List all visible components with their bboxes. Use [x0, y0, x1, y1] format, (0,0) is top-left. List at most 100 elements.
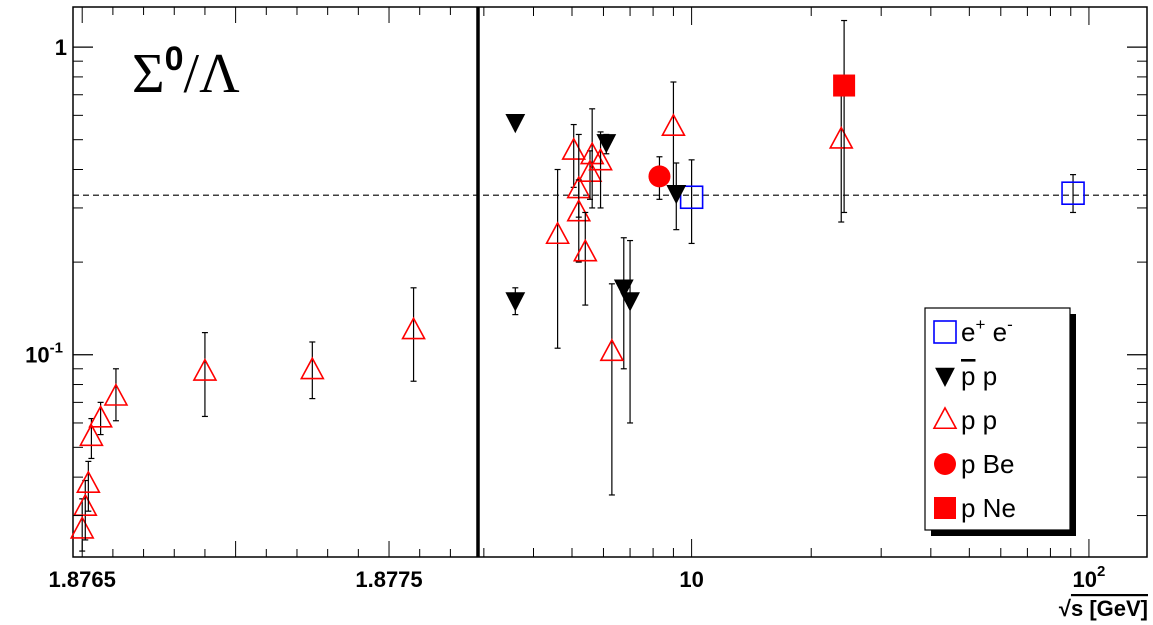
marker-filled-triangle-down: [596, 134, 617, 154]
marker-open-square: [933, 320, 957, 344]
series-pNe: [833, 19, 856, 214]
series-ee: [679, 159, 1085, 245]
x-tick-base: 10: [1073, 567, 1097, 592]
marker-filled-triangle-down: [935, 367, 955, 387]
marker-filled-triangle-down: [666, 184, 687, 205]
marker-open-triangle: [545, 221, 570, 245]
y-tick-label-1: 1: [55, 35, 67, 60]
legend-label-part: e: [985, 317, 1007, 347]
marker-open-triangle: [299, 356, 325, 380]
legend-box: [924, 307, 1071, 531]
data-point: [666, 162, 687, 231]
marker-filled-square: [833, 74, 856, 97]
legend-label-part: p: [961, 361, 975, 391]
legend-label-sup: -: [1007, 315, 1013, 334]
y-tick-label-0.1: 10-1: [25, 340, 63, 368]
marker-filled-triangle-down: [620, 292, 640, 312]
marker-open-triangle: [401, 316, 426, 340]
chart-title: Σ0/Λ: [132, 40, 240, 105]
marker-open-triangle: [661, 113, 686, 137]
x-axis-title: √s [GeV]: [1059, 596, 1148, 621]
legend-label-part: e: [961, 317, 975, 347]
data-point: [79, 417, 104, 460]
data-point: [192, 332, 218, 418]
data-point: [613, 237, 634, 370]
marker-open-triangle: [577, 159, 603, 182]
legend-label-sup: +: [975, 315, 985, 334]
marker-open-triangle: [828, 125, 854, 149]
data-point: [545, 168, 570, 349]
y-tick-exponent: -1: [50, 340, 63, 357]
x-tick-label-right: 10: [679, 567, 703, 592]
plot-frame: [72, 6, 1148, 558]
title-sigma: Σ: [132, 43, 165, 105]
data-point: [299, 341, 325, 400]
legend-label: e+ e-: [961, 315, 1013, 347]
data-point: [72, 479, 98, 541]
marker-open-triangle: [572, 238, 598, 262]
data-point: [599, 283, 625, 496]
legend-entry-pNe: p Ne: [934, 493, 1016, 523]
x-axis-title-rest: s [GeV]: [1071, 596, 1148, 621]
marker-open-triangle: [88, 404, 113, 428]
data-point: [572, 211, 598, 306]
y-tick-base: 10: [25, 343, 49, 368]
data-point: [1061, 174, 1085, 214]
legend-entry-pp: p p: [932, 405, 997, 435]
series-pbarp: [505, 113, 687, 424]
marker-open-square: [1061, 181, 1085, 205]
data-point: [103, 368, 129, 422]
legend-entry-ee: e+ e-: [933, 315, 1013, 347]
data-point: [833, 19, 856, 214]
data-point: [648, 156, 671, 200]
marker-filled-triangle-down: [505, 292, 526, 312]
data-point: [596, 133, 617, 155]
x-tick-label-right: 102: [1073, 563, 1106, 592]
data-point: [579, 108, 605, 209]
marker-open-triangle: [75, 470, 101, 494]
marker-filled-circle: [648, 165, 671, 188]
marker-filled-triangle-down: [505, 113, 526, 134]
marker-open-triangle: [192, 358, 218, 381]
title-superscript: 0: [165, 40, 184, 78]
title-rest: /Λ: [184, 43, 241, 105]
legend-label: p p: [961, 361, 997, 391]
x-axis-title-root: √: [1059, 596, 1072, 621]
legend-label: p Ne: [961, 493, 1016, 523]
marker-open-triangle: [79, 423, 104, 447]
data-point: [588, 131, 613, 209]
data-point: [679, 159, 704, 245]
marker-open-triangle: [588, 147, 613, 171]
legend-label-part: p: [975, 361, 997, 391]
marker-open-triangle: [599, 338, 625, 362]
data-point: [505, 287, 526, 316]
marker-filled-square: [934, 497, 956, 519]
data-point: [88, 401, 113, 436]
data-point: [620, 239, 640, 424]
marker-open-triangle: [103, 382, 129, 406]
marker-open-triangle: [932, 406, 958, 430]
legend-label: p p: [961, 405, 997, 435]
legend-label: p Be: [961, 449, 1015, 479]
data-point: [577, 150, 603, 200]
data-point: [828, 88, 854, 223]
x-tick-base: 10: [679, 567, 703, 592]
axes: 110-11.8765 1.8775 10 102: [25, 7, 1147, 592]
marker-filled-triangle-down: [613, 279, 634, 299]
legend-entry-pbarp: p p: [935, 361, 997, 391]
data-point: [505, 113, 526, 134]
x-tick-exponent: 2: [1097, 563, 1105, 580]
x-tick-label-left: 1.8765: [49, 567, 116, 592]
marker-open-triangle: [69, 515, 95, 539]
data-point: [661, 81, 686, 192]
x-tick-label-left: 1.8775: [355, 567, 422, 592]
data-point: [75, 460, 101, 512]
data-points: [69, 19, 1085, 552]
plot-border: [72, 6, 1148, 558]
legend: e+ e-p pp pp Bep Ne: [924, 307, 1076, 536]
marker-open-square: [679, 185, 704, 210]
legend-entry-pBe: p Be: [934, 449, 1015, 479]
marker-filled-circle: [934, 453, 956, 475]
marker-open-triangle: [72, 493, 98, 516]
